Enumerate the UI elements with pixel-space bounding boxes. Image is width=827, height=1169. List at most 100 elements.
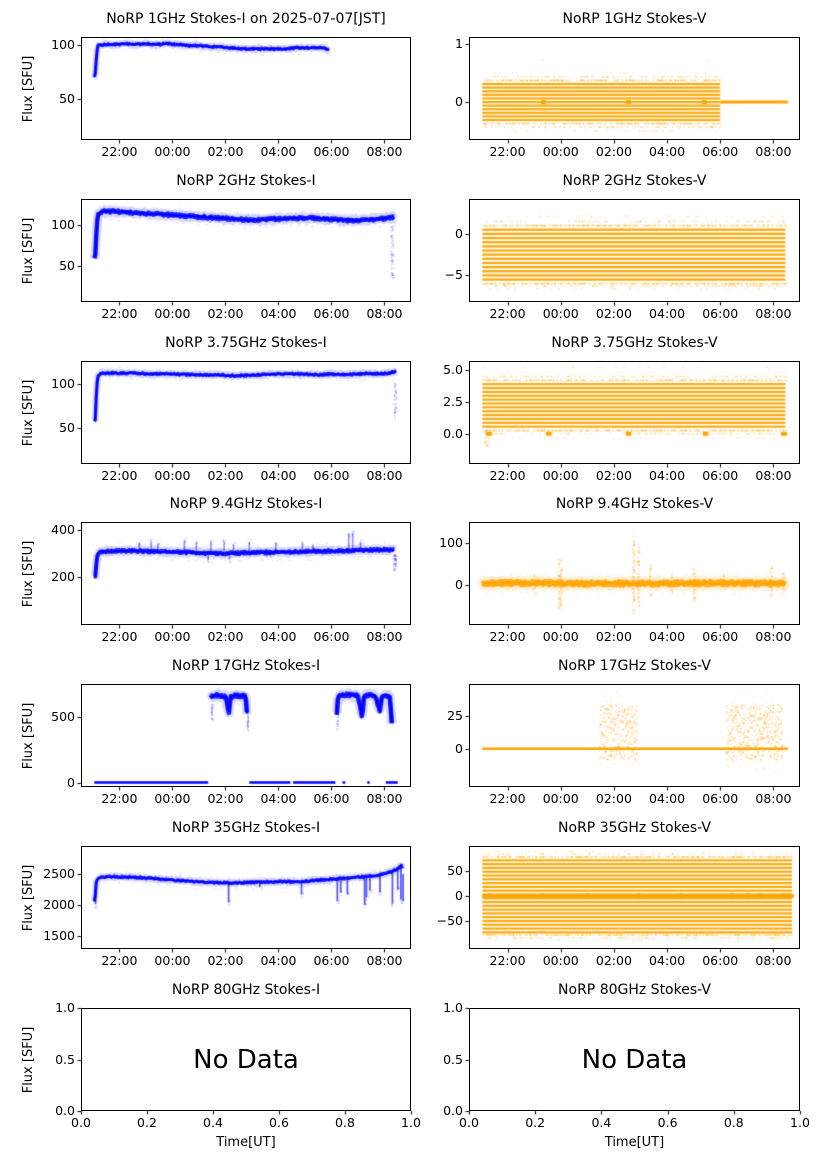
ytick-label-norp-35ghz-stokes-i: 1500 [43, 927, 75, 943]
ytick-label-norp-3.75ghz-stokes-v: 5.0 [443, 362, 463, 377]
axes-norp-80ghz-stokes-v [469, 1008, 800, 1111]
xtick-label-norp-2ghz-stokes-v: 02:00 [595, 306, 632, 321]
title-norp-2ghz-stokes-v: NoRP 2GHz Stokes-V [562, 173, 707, 189]
axes-norp-1ghz-stokes-v [469, 37, 800, 140]
xtick-label-norp-17ghz-stokes-i: 02:00 [207, 791, 244, 806]
ytick-label-norp-17ghz-stokes-v: 0 [455, 740, 463, 756]
xtick-label-norp-80ghz-stokes-i: 0.8 [335, 1115, 355, 1130]
no-data-text-norp-80ghz-stokes-v: No Data [581, 1044, 688, 1075]
xtick-label-norp-80ghz-stokes-i: 0.0 [71, 1115, 91, 1130]
xtick-label-norp-3.75ghz-stokes-v: 02:00 [595, 468, 632, 483]
xtick-label-norp-1ghz-stokes-i: 02:00 [207, 144, 244, 159]
y-axis-label-norp-80ghz-stokes-i: Flux [SFU] [21, 1026, 36, 1093]
xtick-label-norp-9.4ghz-stokes-v: 00:00 [542, 629, 579, 644]
xtick-label-norp-35ghz-stokes-i: 22:00 [101, 953, 138, 968]
title-norp-1ghz-stokes-v: NoRP 1GHz Stokes-V [562, 11, 707, 27]
title-norp-17ghz-stokes-i: NoRP 17GHz Stokes-I [171, 658, 321, 674]
xtick-label-norp-80ghz-stokes-i: 1.0 [401, 1115, 421, 1130]
xtick-label-norp-3.75ghz-stokes-i: 06:00 [313, 468, 350, 483]
title-norp-2ghz-stokes-i: NoRP 2GHz Stokes-I [176, 173, 316, 189]
y-axis-label-norp-35ghz-stokes-i: Flux [SFU] [21, 864, 36, 931]
ytick-label-norp-17ghz-stokes-i: 500 [51, 708, 75, 724]
xtick-label-norp-9.4ghz-stokes-v: 06:00 [702, 629, 739, 644]
ytick-label-norp-80ghz-stokes-v: 0.5 [443, 1051, 463, 1067]
axes-norp-1ghz-stokes-i [81, 37, 411, 140]
xtick-label-norp-2ghz-stokes-v: 06:00 [702, 306, 739, 321]
xtick-label-norp-3.75ghz-stokes-i: 22:00 [101, 468, 138, 483]
xtick-label-norp-3.75ghz-stokes-v: 08:00 [755, 468, 792, 483]
xtick-label-norp-9.4ghz-stokes-i: 08:00 [366, 629, 403, 644]
ytick-label-norp-2ghz-stokes-v: 0 [455, 225, 463, 241]
xtick-label-norp-35ghz-stokes-v: 06:00 [702, 953, 739, 968]
ytick-label-norp-80ghz-stokes-i: 1.0 [55, 1000, 75, 1015]
xtick-label-norp-35ghz-stokes-i: 06:00 [313, 953, 350, 968]
xtick-label-norp-80ghz-stokes-v: 0.4 [591, 1115, 612, 1130]
xtick-label-norp-17ghz-stokes-i: 04:00 [260, 791, 297, 806]
xtick-label-norp-17ghz-stokes-v: 22:00 [489, 791, 526, 806]
xtick-label-norp-3.75ghz-stokes-i: 00:00 [154, 468, 191, 483]
xtick-label-norp-9.4ghz-stokes-i: 06:00 [313, 629, 350, 644]
x-axis-label-norp-80ghz-stokes-v: Time[UT] [604, 1135, 665, 1150]
xtick-label-norp-2ghz-stokes-v: 08:00 [755, 306, 792, 321]
xtick-label-norp-3.75ghz-stokes-i: 04:00 [260, 468, 297, 483]
title-norp-3.75ghz-stokes-v: NoRP 3.75GHz Stokes-V [551, 335, 718, 351]
xtick-label-norp-3.75ghz-stokes-v: 22:00 [489, 468, 526, 483]
ytick-label-norp-80ghz-stokes-v: 1.0 [443, 1000, 463, 1015]
xtick-label-norp-9.4ghz-stokes-v: 22:00 [489, 629, 526, 644]
xtick-label-norp-1ghz-stokes-v: 08:00 [755, 144, 792, 159]
title-norp-35ghz-stokes-i: NoRP 35GHz Stokes-I [171, 820, 321, 836]
ytick-label-norp-9.4ghz-stokes-v: 100 [439, 535, 463, 551]
xtick-label-norp-1ghz-stokes-v: 06:00 [702, 144, 739, 159]
xtick-label-norp-1ghz-stokes-i: 08:00 [366, 144, 403, 159]
xtick-label-norp-2ghz-stokes-v: 00:00 [542, 306, 579, 321]
xtick-label-norp-1ghz-stokes-v: 00:00 [542, 144, 579, 159]
ytick-label-norp-1ghz-stokes-v: 1 [455, 36, 463, 52]
axes-norp-80ghz-stokes-i [81, 1008, 411, 1111]
title-norp-17ghz-stokes-v: NoRP 17GHz Stokes-V [558, 658, 711, 674]
xtick-label-norp-2ghz-stokes-v: 04:00 [649, 306, 686, 321]
xtick-label-norp-17ghz-stokes-v: 02:00 [595, 791, 632, 806]
axes-norp-3.75ghz-stokes-i [81, 361, 411, 464]
axes-norp-2ghz-stokes-i [81, 199, 411, 302]
y-axis-label-norp-2ghz-stokes-i: Flux [SFU] [21, 217, 36, 284]
xtick-label-norp-9.4ghz-stokes-i: 04:00 [260, 629, 297, 644]
title-norp-80ghz-stokes-i: NoRP 80GHz Stokes-I [171, 982, 321, 998]
xtick-label-norp-35ghz-stokes-v: 02:00 [595, 953, 632, 968]
xtick-label-norp-35ghz-stokes-i: 02:00 [207, 953, 244, 968]
xtick-label-norp-17ghz-stokes-v: 06:00 [702, 791, 739, 806]
xtick-label-norp-1ghz-stokes-i: 06:00 [313, 144, 350, 159]
ytick-label-norp-3.75ghz-stokes-v: 2.5 [443, 394, 463, 410]
axes-norp-17ghz-stokes-v [469, 684, 800, 787]
xtick-label-norp-3.75ghz-stokes-i: 02:00 [207, 468, 244, 483]
xtick-label-norp-17ghz-stokes-v: 08:00 [755, 791, 792, 806]
xtick-label-norp-3.75ghz-stokes-v: 06:00 [702, 468, 739, 483]
ytick-label-norp-80ghz-stokes-i: 0.5 [55, 1051, 75, 1067]
ytick-label-norp-1ghz-stokes-v: 0 [455, 94, 463, 110]
xtick-label-norp-2ghz-stokes-i: 04:00 [260, 306, 297, 321]
title-norp-3.75ghz-stokes-i: NoRP 3.75GHz Stokes-I [165, 335, 327, 351]
xtick-label-norp-2ghz-stokes-i: 00:00 [154, 306, 191, 321]
ytick-label-norp-80ghz-stokes-v: 0.0 [443, 1103, 463, 1118]
ytick-label-norp-9.4ghz-stokes-v: 0 [455, 577, 463, 593]
axes-norp-2ghz-stokes-v [469, 199, 800, 302]
xtick-label-norp-80ghz-stokes-i: 0.6 [269, 1115, 289, 1130]
xtick-label-norp-9.4ghz-stokes-v: 02:00 [595, 629, 632, 644]
ytick-label-norp-35ghz-stokes-i: 2500 [43, 865, 75, 881]
ytick-label-norp-80ghz-stokes-i: 0.0 [55, 1103, 75, 1118]
ytick-label-norp-2ghz-stokes-i: 100 [51, 216, 75, 232]
xtick-label-norp-2ghz-stokes-i: 06:00 [313, 306, 350, 321]
y-axis-label-norp-9.4ghz-stokes-i: Flux [SFU] [21, 540, 36, 607]
ytick-label-norp-17ghz-stokes-v: 25 [447, 707, 463, 723]
xtick-label-norp-35ghz-stokes-i: 08:00 [366, 953, 403, 968]
xtick-label-norp-17ghz-stokes-i: 22:00 [101, 791, 138, 806]
xtick-label-norp-17ghz-stokes-i: 08:00 [366, 791, 403, 806]
title-norp-1ghz-stokes-i: NoRP 1GHz Stokes-I on 2025-07-07[JST] [106, 11, 386, 27]
xtick-label-norp-17ghz-stokes-i: 06:00 [313, 791, 350, 806]
ytick-label-norp-1ghz-stokes-i: 100 [51, 36, 75, 52]
xtick-label-norp-35ghz-stokes-v: 22:00 [489, 953, 526, 968]
xtick-label-norp-80ghz-stokes-v: 0.6 [657, 1115, 678, 1130]
xtick-label-norp-9.4ghz-stokes-i: 22:00 [101, 629, 138, 644]
y-axis-label-norp-17ghz-stokes-i: Flux [SFU] [21, 702, 36, 769]
xtick-label-norp-9.4ghz-stokes-i: 02:00 [207, 629, 244, 644]
